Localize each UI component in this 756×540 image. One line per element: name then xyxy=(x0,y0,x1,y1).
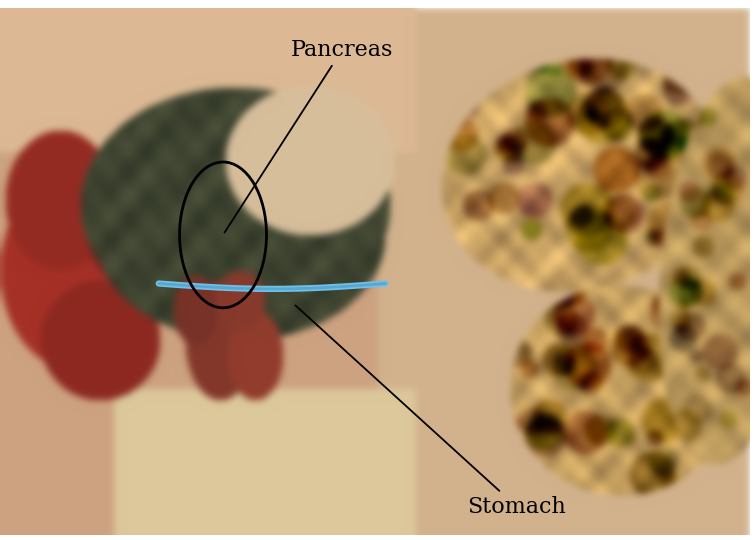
Text: Stomach: Stomach xyxy=(296,305,566,517)
Text: Pancreas: Pancreas xyxy=(225,39,393,233)
